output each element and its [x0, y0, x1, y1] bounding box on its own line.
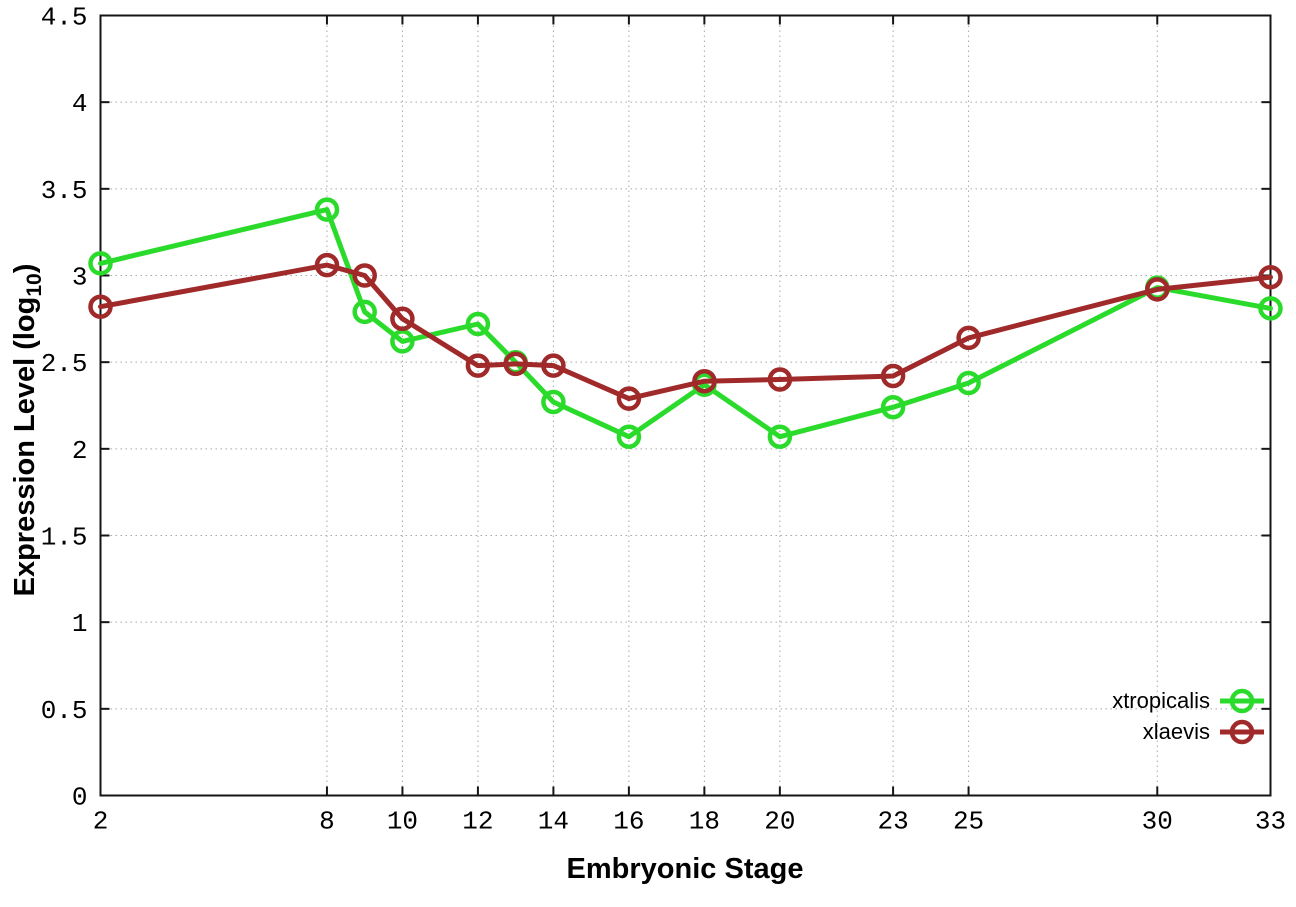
x-tick-label: 25 — [953, 807, 984, 837]
series-xtropicalis-marker — [465, 311, 491, 337]
y-tick-label: 1 — [72, 609, 88, 639]
series-xtropicalis-marker — [88, 251, 113, 276]
series-xlaevis-marker — [692, 368, 717, 394]
y-tick-label: 1.5 — [41, 523, 88, 553]
y-tick-label: 3 — [72, 263, 88, 293]
legend-samples — [1220, 688, 1264, 745]
x-tick-label: 10 — [387, 807, 418, 837]
series-xtropicalis-line — [98, 207, 1273, 440]
axes: 2 8 10 12 14 16 18 20 23 25 30 33 0 0.5 1 1.5 2 2.5 3 3.5 4 4… — [41, 3, 1286, 837]
x-tick-label: 14 — [538, 807, 569, 837]
series-xlaevis-marker — [503, 351, 528, 377]
y-tick-label: 2.5 — [41, 349, 88, 379]
plot-border — [99, 14, 1272, 797]
series-xlaevis-marker — [1145, 277, 1170, 302]
x-tick-label: 12 — [462, 807, 493, 837]
series-xlaevis-marker — [88, 294, 113, 319]
series-xlaevis-marker — [465, 353, 491, 378]
gridlines — [100, 15, 1271, 796]
series-xlaevis-marker — [1258, 264, 1283, 290]
x-tick-label: 20 — [764, 807, 795, 837]
series-xtropicalis-marker — [1258, 296, 1283, 321]
series-xtropicalis-marker — [767, 424, 793, 449]
data-series — [88, 197, 1283, 449]
x-tick-label: 2 — [93, 807, 109, 837]
x-tick-label: 16 — [613, 807, 644, 837]
y-axis-title: Expression Level (log10) — [9, 264, 46, 597]
series-xtropicalis-marker — [616, 424, 642, 449]
series-xlaevis-marker — [616, 386, 642, 411]
series-xtropicalis-marker — [390, 329, 415, 354]
y-tick-label: 4 — [72, 89, 88, 119]
x-axis-title: Embryonic Stage — [567, 853, 804, 885]
y-tick-label: 0.5 — [41, 696, 88, 726]
x-tick-label: 23 — [877, 807, 908, 837]
legend-label-xtropicalis: xtropicalis — [1112, 688, 1210, 713]
y-tick-label: 4.5 — [41, 3, 88, 33]
series-xlaevis-marker — [541, 353, 566, 378]
series-xlaevis-marker — [352, 263, 377, 288]
legend-sample-marker-xtropicalis — [1229, 688, 1255, 714]
series-xtropicalis-marker — [314, 197, 340, 222]
legend-label-xlaevis: xlaevis — [1143, 719, 1210, 744]
series-xlaevis-marker — [880, 363, 906, 389]
series-xlaevis-marker — [390, 306, 415, 332]
legend-sample-marker-xlaevis — [1229, 719, 1255, 745]
x-tick-label: 8 — [319, 807, 335, 837]
series-xlaevis-marker — [956, 325, 981, 351]
x-tick-label: 30 — [1142, 807, 1173, 837]
series-xlaevis-marker — [767, 367, 793, 392]
x-tick-label: 18 — [689, 807, 720, 837]
y-tick-label: 2 — [72, 436, 88, 466]
series-xtropicalis-marker — [352, 299, 377, 325]
y-tick-label: 0 — [72, 783, 88, 813]
series-xtropicalis-marker — [956, 370, 981, 396]
series-xtropicalis-marker — [541, 389, 566, 415]
series-xlaevis-marker — [314, 252, 340, 278]
series-xlaevis-line — [98, 262, 1273, 402]
y-tick-label: 3.5 — [41, 176, 88, 206]
x-tick-label: 33 — [1255, 807, 1286, 837]
series-xtropicalis-marker — [880, 394, 906, 420]
